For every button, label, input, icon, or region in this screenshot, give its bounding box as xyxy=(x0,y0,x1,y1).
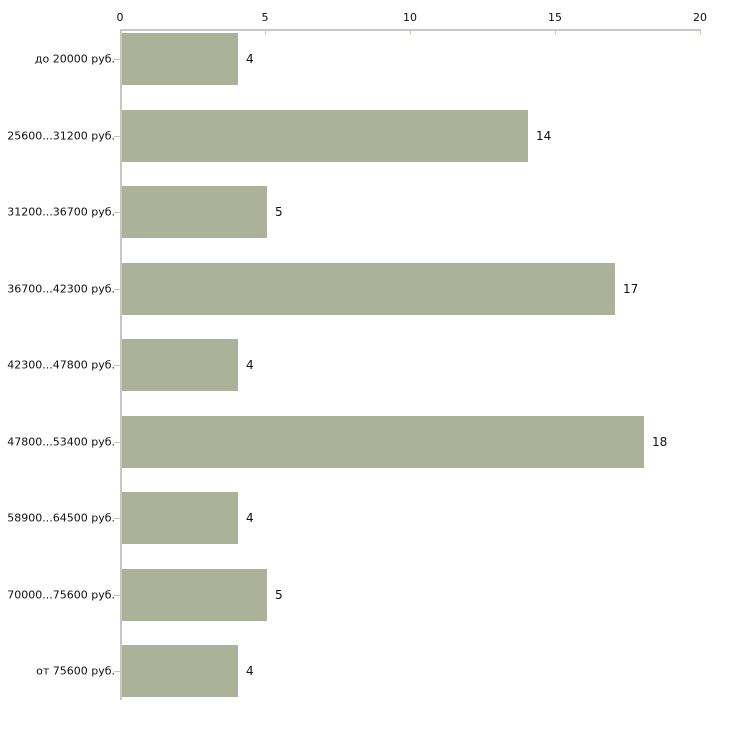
x-tick-mark xyxy=(120,29,121,35)
y-tick-mark xyxy=(114,518,120,519)
bar-value-label: 4 xyxy=(246,664,254,678)
bar xyxy=(122,645,238,697)
x-tick-label: 20 xyxy=(693,11,707,24)
y-tick-mark xyxy=(114,59,120,60)
bar xyxy=(122,186,267,238)
bar xyxy=(122,568,267,621)
bar-value-label: 17 xyxy=(623,281,639,296)
y-tick-mark xyxy=(114,671,120,672)
category-label: от 75600 руб. xyxy=(36,664,115,678)
bar xyxy=(122,33,238,85)
x-tick-label: 0 xyxy=(116,11,124,24)
category-label: до 20000 руб. xyxy=(34,52,115,66)
category-label: 70000...75600 руб. xyxy=(7,588,115,601)
category-label: 31200...36700 руб. xyxy=(7,205,115,219)
bar-value-label: 4 xyxy=(246,511,254,525)
x-tick-mark xyxy=(700,29,701,35)
bar-value-label: 5 xyxy=(275,205,283,219)
y-tick-mark xyxy=(114,594,120,596)
bar xyxy=(122,262,615,315)
x-tick-label: 15 xyxy=(548,11,562,24)
bar-value-label: 4 xyxy=(246,52,254,66)
y-tick-mark xyxy=(114,135,120,137)
y-tick-mark xyxy=(114,212,120,213)
x-tick-label: 10 xyxy=(403,11,417,24)
bar-value-label: 18 xyxy=(652,434,668,449)
bar-value-label: 4 xyxy=(246,358,254,372)
x-tick-mark xyxy=(555,29,556,35)
category-label: 58900...64500 руб. xyxy=(7,511,115,525)
y-axis-line xyxy=(120,30,122,700)
category-label: 47800...53400 руб. xyxy=(7,435,115,448)
x-tick-mark xyxy=(410,29,411,35)
category-label: 42300...47800 руб. xyxy=(7,358,115,372)
y-tick-mark xyxy=(114,441,120,443)
bar xyxy=(122,492,238,544)
category-label: 25600...31200 руб. xyxy=(7,129,115,142)
bar xyxy=(122,415,644,468)
bar-value-label: 14 xyxy=(536,128,552,143)
x-tick-label: 5 xyxy=(261,11,269,24)
category-label: 36700...42300 руб. xyxy=(7,282,115,295)
x-tick-mark xyxy=(265,29,266,35)
bar-value-label: 5 xyxy=(275,587,283,602)
bar xyxy=(122,339,238,391)
y-tick-mark xyxy=(114,288,120,290)
bar xyxy=(122,109,528,162)
y-tick-mark xyxy=(114,365,120,366)
